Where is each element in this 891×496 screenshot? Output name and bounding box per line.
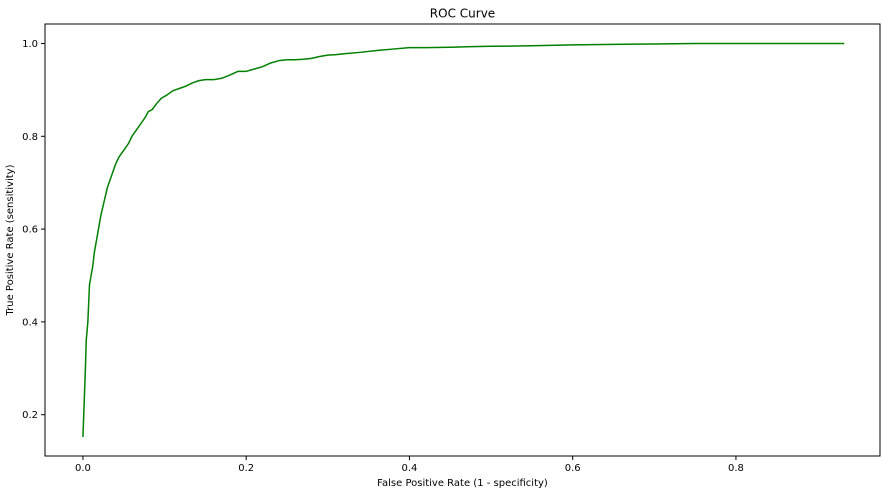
x-tick-label: 0.8 [728,463,744,474]
y-tick-label: 0.6 [22,225,38,236]
y-tick-label: 0.2 [22,410,38,421]
x-tick-label: 0.4 [401,463,417,474]
y-axis-label: True Positive Rate (sensitivity) [5,164,16,316]
x-tick-label: 0.6 [565,463,581,474]
y-axis-ticks: 0.2 0.4 0.6 0.8 1.0 [22,39,45,421]
series-layer [82,42,845,438]
x-tick-label: 0.0 [75,463,91,474]
x-axis-label: False Positive Rate (1 - specificity) [377,478,548,489]
plot-frame [44,23,881,457]
y-tick-label: 1.0 [22,39,38,50]
y-tick-label: 0.4 [22,317,38,328]
plot-area [44,23,881,457]
x-axis-ticks: 0.0 0.2 0.4 0.6 0.8 [75,456,744,474]
roc-series-line [82,42,845,438]
x-tick-label: 0.2 [238,463,254,474]
chart-title: ROC Curve [430,7,495,21]
y-tick-label: 0.8 [22,132,38,143]
